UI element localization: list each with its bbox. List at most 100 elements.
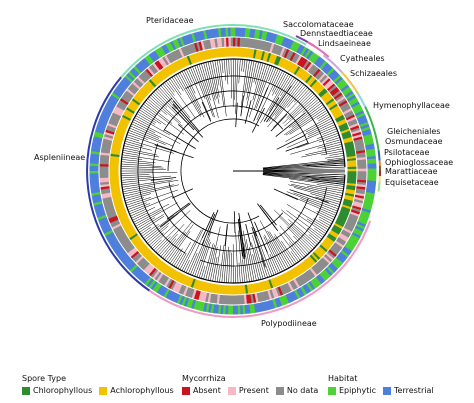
- habitat-segment: [138, 60, 147, 70]
- tree-branch: [273, 188, 298, 200]
- mycorrhiza-segment: [260, 40, 266, 51]
- spore-type-segment: [339, 126, 350, 133]
- spore-type-segment: [176, 59, 184, 69]
- spore-type-segment: [132, 237, 142, 246]
- spore-type-segment: [180, 274, 187, 284]
- habitat-segment: [95, 210, 106, 216]
- mycorrhiza-segment: [185, 45, 191, 55]
- mycorrhiza-segment: [311, 67, 320, 76]
- tree-branch: [127, 134, 177, 152]
- label-equisetaceae: Equisetaceae: [385, 178, 439, 187]
- habitat-segment: [99, 116, 109, 123]
- legend-mycorrhiza: Mycorrhiza Absent Present No data: [182, 374, 325, 395]
- habitat-segment: [97, 214, 107, 221]
- spore-type-segment: [143, 250, 153, 259]
- mycorrhiza-segment: [354, 196, 364, 202]
- habitat-segment: [118, 82, 128, 91]
- mycorrhiza-segment: [202, 40, 208, 50]
- mycorrhiza-segment: [346, 116, 357, 123]
- tree-branch: [243, 60, 250, 97]
- mycorrhiza-segment: [277, 46, 284, 56]
- mycorrhiza-segment: [312, 264, 321, 274]
- spore-type-segment: [311, 80, 320, 89]
- spore-type-segment: [331, 107, 341, 115]
- mycorrhiza-segment: [283, 283, 290, 294]
- tree-branch: [290, 251, 299, 263]
- mycorrhiza-segment: [165, 278, 173, 288]
- spore-type-segment: [153, 258, 161, 267]
- tree-branch: [234, 58, 236, 100]
- habitat-segment: [342, 246, 352, 254]
- habitat-segment: [332, 75, 342, 84]
- mycorrhiza-segment: [147, 67, 155, 76]
- tree-branch: [262, 160, 345, 169]
- tree-branch: [310, 193, 341, 203]
- spore-type-segment: [264, 280, 270, 290]
- mycorrhiza-segment: [145, 68, 154, 78]
- habitat-segment: [361, 129, 372, 135]
- tree-branch: [137, 111, 157, 124]
- habitat-segment: [360, 212, 370, 219]
- tree-branch: [121, 161, 153, 165]
- habitat-segment: [291, 42, 299, 52]
- tree-branch: [131, 206, 156, 219]
- tree-branch: [311, 178, 345, 183]
- habitat-segment: [283, 294, 289, 305]
- tree-internal-arc: [167, 105, 284, 172]
- spore-type-segment: [145, 251, 154, 260]
- habitat-segment: [144, 276, 153, 286]
- spore-type-segment: [200, 281, 206, 291]
- habitat-segment: [133, 65, 142, 75]
- tree-branch: [154, 144, 194, 159]
- mycorrhiza-segment: [296, 276, 304, 286]
- spore-type-segment: [339, 211, 349, 218]
- mycorrhiza-segment: [107, 122, 117, 129]
- spore-type-segment: [196, 52, 202, 62]
- mycorrhiza-segment: [352, 134, 363, 140]
- mycorrhiza-segment: [106, 211, 117, 217]
- mycorrhiza-segment: [353, 198, 364, 204]
- tree-branch: [280, 76, 293, 97]
- mycorrhiza-segment: [279, 285, 286, 295]
- mycorrhiza-segment: [269, 289, 275, 299]
- spore-type-segment: [277, 57, 284, 67]
- spore-type-segment: [262, 51, 268, 62]
- habitat-segment: [322, 269, 331, 278]
- tree-branch: [326, 137, 340, 143]
- spore-type-segment: [335, 114, 345, 122]
- tree-branch: [318, 113, 330, 122]
- habitat-segment: [165, 42, 173, 53]
- spore-type-segment: [254, 49, 259, 60]
- legend-spore-type: Spore Type Chlorophyllous Achlorophyllou…: [22, 374, 181, 395]
- mycorrhiza-segment: [309, 65, 318, 75]
- tree-branch: [285, 115, 331, 142]
- habitat-segment: [138, 272, 147, 282]
- spore-type-segment: [205, 50, 210, 60]
- spore-type-segment: [256, 282, 261, 292]
- spore-type-segment: [113, 136, 124, 142]
- spore-type-segment: [303, 73, 312, 83]
- tree-branch: [255, 65, 273, 109]
- spore-type-segment: [273, 277, 280, 287]
- habitat-segment: [93, 133, 104, 139]
- spore-type-segment: [300, 71, 308, 80]
- spore-type-segment: [315, 249, 324, 258]
- tree-branch: [267, 259, 275, 276]
- habitat-segment: [358, 119, 368, 126]
- tree-branch: [286, 126, 336, 148]
- mycorrhiza-segment: [285, 282, 292, 293]
- habitat-segment: [334, 257, 344, 266]
- spore-type-segment: [147, 80, 156, 89]
- spore-type-segment: [142, 84, 151, 93]
- mycorrhiza-segment: [332, 244, 342, 252]
- mycorrhiza-segment: [101, 192, 111, 197]
- habitat-segment: [349, 99, 359, 107]
- tree-branch: [177, 73, 202, 115]
- tree-branch: [247, 212, 257, 237]
- habitat-segment: [161, 45, 169, 55]
- mycorrhiza-segment: [295, 55, 303, 65]
- habitat-segment: [344, 90, 354, 99]
- tree-branch: [307, 124, 336, 138]
- spore-type-segment: [273, 55, 280, 65]
- habitat-segment: [104, 231, 115, 239]
